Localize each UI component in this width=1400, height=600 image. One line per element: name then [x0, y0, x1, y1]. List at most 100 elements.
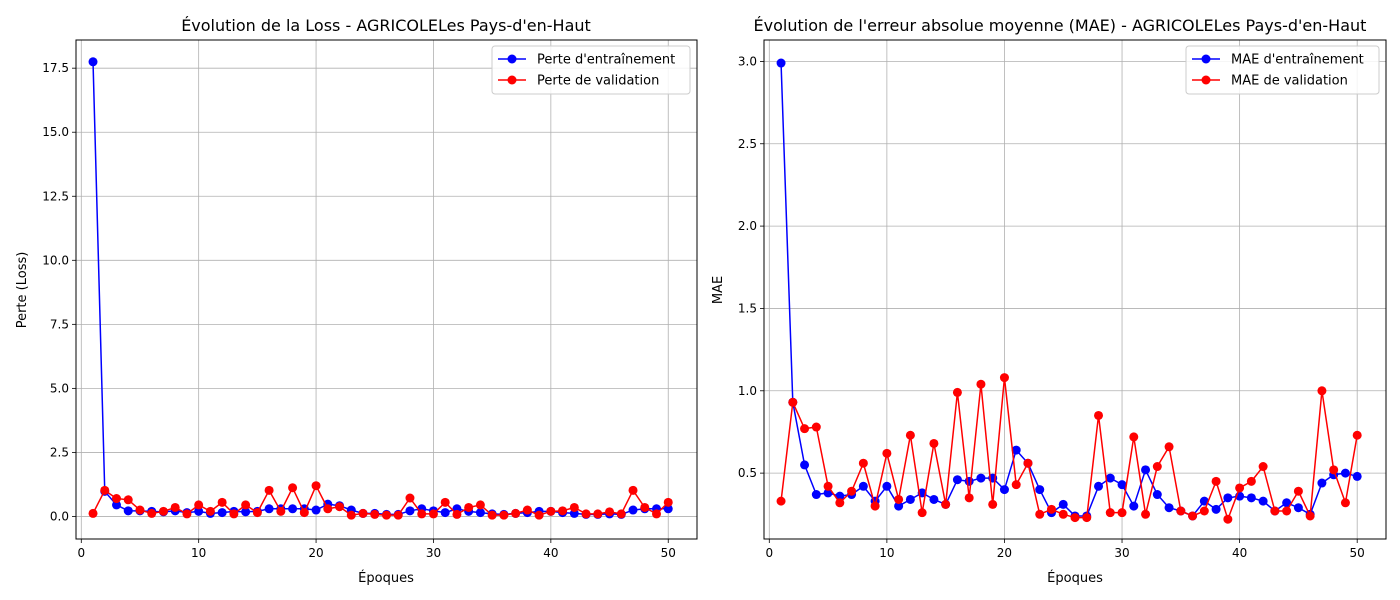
loss-validation-point — [558, 506, 568, 516]
mae-validation-point — [1329, 465, 1339, 475]
mae-legend-train-marker — [1201, 54, 1211, 64]
loss-validation-point — [241, 500, 251, 510]
mae-validation-point — [1023, 458, 1033, 468]
loss-train-point — [440, 508, 450, 518]
mae-validation-point — [835, 498, 845, 508]
loss-validation-point — [405, 493, 415, 503]
mae-validation-point — [988, 499, 998, 509]
loss-validation-point — [194, 500, 204, 510]
mae-validation-point — [1246, 476, 1256, 486]
mae-validation-point — [1129, 432, 1139, 442]
loss-validation-point — [205, 506, 215, 516]
mae-train-point — [776, 58, 786, 68]
loss-legend-train-marker — [507, 54, 517, 64]
loss-validation-point — [264, 485, 274, 495]
mae-validation-point — [858, 458, 868, 468]
mae-x-tick-label: 50 — [1350, 546, 1365, 560]
mae-y-tick-label: 3.0 — [738, 54, 757, 68]
loss-validation-point — [487, 510, 497, 520]
mae-legend: MAE d'entraînement MAE de validation — [1185, 45, 1380, 95]
loss-x-tick-label: 40 — [543, 546, 558, 560]
loss-validation-point — [393, 510, 403, 520]
mae-validation-point — [1117, 508, 1127, 518]
mae-legend-validation-label: MAE de validation — [1231, 74, 1348, 89]
mae-validation-point — [1105, 508, 1115, 518]
mae-y-tick-label: 2.5 — [738, 137, 757, 151]
mae-validation-point — [905, 430, 915, 440]
loss-train-point — [663, 504, 673, 514]
loss-plot-frame — [75, 39, 698, 540]
loss-validation-point — [299, 508, 309, 518]
mae-validation-point — [1046, 504, 1056, 514]
loss-validation-point — [452, 509, 462, 519]
mae-x-tick-label: 40 — [1232, 546, 1247, 560]
loss-x-tick-label: 50 — [661, 546, 676, 560]
loss-validation-point — [358, 508, 368, 518]
mae-x-axis-label: Époques — [1047, 570, 1103, 586]
mae-train-point — [1129, 501, 1139, 511]
loss-series — [88, 57, 673, 520]
mae-train-point — [1246, 493, 1256, 503]
loss-validation-point — [663, 497, 673, 507]
mae-validation-point — [1317, 386, 1327, 396]
mae-validation-point — [1152, 462, 1162, 472]
loss-validation-point — [135, 505, 145, 515]
mae-train-point — [1340, 468, 1350, 478]
mae-validation-point — [1258, 462, 1268, 472]
mae-train-point — [858, 481, 868, 491]
mae-legend-box — [1185, 45, 1380, 95]
loss-validation-point — [88, 508, 98, 518]
mae-train-point — [894, 501, 904, 511]
loss-legend-validation-label: Perte de validation — [537, 74, 659, 89]
mae-validation-point — [1282, 506, 1292, 516]
mae-validation-point — [823, 481, 833, 491]
loss-validation-point — [112, 494, 121, 504]
mae-series — [776, 58, 1362, 524]
loss-validation-point — [546, 506, 556, 516]
loss-y-tick-label: 17.5 — [42, 61, 69, 75]
loss-validation-point — [100, 485, 110, 495]
mae-train-point — [976, 473, 986, 483]
mae-train-point — [929, 494, 939, 504]
mae-validation-point — [1082, 513, 1092, 523]
mae-validation-point — [1035, 509, 1045, 519]
loss-validation-point — [252, 508, 262, 518]
loss-validation-point — [511, 508, 521, 518]
mae-train-point — [1094, 481, 1104, 491]
mae-validation-point — [1352, 430, 1362, 440]
mae-x-tick-label: 30 — [1114, 546, 1129, 560]
loss-validation-point — [464, 502, 474, 512]
mae-validation-point — [1164, 442, 1174, 452]
loss-train-point — [288, 504, 298, 514]
loss-x-tick-label: 30 — [426, 546, 441, 560]
mae-x-tick-label: 0 — [765, 546, 773, 560]
mae-validation-point — [929, 438, 939, 448]
mae-train-point — [1352, 471, 1362, 481]
mae-validation-point — [882, 448, 892, 458]
mae-train-point — [1223, 493, 1233, 503]
loss-validation-point — [581, 509, 591, 519]
mae-validation-point — [800, 424, 810, 434]
mae-validation-point — [1305, 511, 1315, 521]
mae-validation-point — [776, 496, 786, 506]
loss-validation-point — [182, 509, 192, 519]
mae-validation-point — [1188, 511, 1198, 521]
loss-validation-point — [428, 509, 438, 519]
loss-y-axis-label: Perte (Loss) — [15, 252, 30, 329]
mae-train-point — [1258, 496, 1268, 506]
mae-train-point — [1011, 445, 1021, 455]
mae-train-point — [811, 490, 821, 500]
mae-validation-point — [1270, 506, 1280, 516]
loss-x-tick-label: 10 — [191, 546, 206, 560]
loss-validation-point — [534, 510, 544, 520]
mae-validation-point — [941, 499, 951, 509]
mae-ticks: 0 10 20 30 40 50 0.5 1.0 1.5 2.0 2.5 3.0 — [738, 54, 1365, 560]
loss-validation-point — [170, 502, 180, 512]
loss-validation-point — [605, 507, 615, 517]
mae-train-point — [1211, 504, 1221, 514]
mae-y-axis-label: MAE — [711, 276, 726, 304]
loss-validation-point — [475, 500, 485, 510]
loss-y-tick-label: 15.0 — [42, 125, 69, 139]
loss-y-tick-label: 2.5 — [50, 445, 69, 459]
